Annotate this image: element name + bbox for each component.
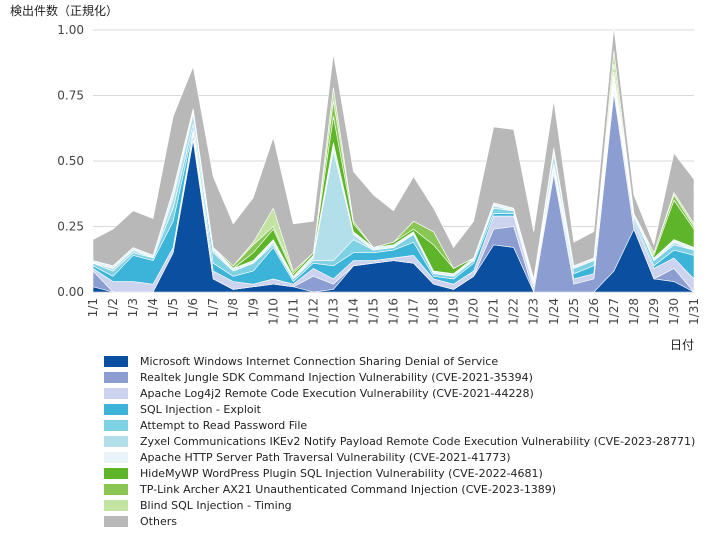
legend-swatch — [104, 355, 128, 367]
legend-item: Zyxel Communications IKEv2 Notify Payloa… — [104, 433, 714, 449]
legend-item: Blind SQL Injection - Timing — [104, 498, 714, 514]
y-tick-label: 0.25 — [57, 220, 84, 234]
legend-swatch — [104, 436, 128, 448]
x-tick-label: 1/31 — [687, 298, 701, 325]
legend-item: TP-Link Archer AX21 Unauthenticated Comm… — [104, 482, 714, 498]
x-tick-label: 1/4 — [146, 298, 160, 317]
legend-swatch — [104, 452, 128, 464]
x-tick-label: 1/21 — [487, 298, 501, 325]
x-tick-label: 1/28 — [627, 298, 641, 325]
legend-label: TP-Link Archer AX21 Unauthenticated Comm… — [140, 483, 557, 497]
x-tick-label: 1/8 — [226, 298, 240, 317]
legend-label: Blind SQL Injection - Timing — [140, 499, 292, 513]
legend: Microsoft Windows Internet Connection Sh… — [104, 353, 714, 530]
legend-label: HideMyWP WordPress Plugin SQL Injection … — [140, 467, 543, 481]
x-tick-label: 1/18 — [427, 298, 441, 325]
legend-item: HideMyWP WordPress Plugin SQL Injection … — [104, 466, 714, 482]
legend-swatch — [104, 500, 128, 512]
y-tick-labels: 0.00 0.25 0.50 0.75 1.00 — [57, 23, 84, 299]
x-tick-label: 1/30 — [667, 298, 681, 325]
legend-label: Apache HTTP Server Path Traversal Vulner… — [140, 451, 511, 465]
legend-item: Attempt to Read Password File — [104, 417, 714, 433]
legend-swatch — [104, 371, 128, 383]
legend-swatch — [104, 387, 128, 399]
y-axis-title: 検出件数（正規化） — [10, 3, 118, 18]
legend-label: Others — [140, 515, 177, 529]
x-tick-label: 1/27 — [607, 298, 621, 325]
x-tick-label: 1/7 — [206, 298, 220, 317]
x-tick-label: 1/6 — [186, 298, 200, 317]
y-tick-label: 1.00 — [57, 23, 84, 37]
legend-label: SQL Injection - Exploit — [140, 402, 261, 416]
legend-item: Others — [104, 514, 714, 530]
x-tick-label: 1/9 — [246, 298, 260, 317]
legend-item: Realtek Jungle SDK Command Injection Vul… — [104, 369, 714, 385]
x-tick-label: 1/11 — [286, 298, 300, 325]
x-tick-label: 1/10 — [266, 298, 280, 325]
legend-label: Apache Log4j2 Remote Code Execution Vuln… — [140, 386, 534, 400]
x-tick-label: 1/12 — [306, 298, 320, 325]
stacked-area-chart: 検出件数（正規化） 0.00 0.25 0.50 0.75 1.00 1/1 1/2 1/3… — [10, 3, 701, 352]
legend-swatch — [104, 468, 128, 480]
x-tick-label: 1/15 — [366, 298, 380, 325]
x-tick-label: 1/22 — [507, 298, 521, 325]
x-tick-label: 1/17 — [407, 298, 421, 325]
legend-swatch — [104, 516, 128, 528]
x-tick-label: 1/19 — [447, 298, 461, 325]
legend-swatch — [104, 403, 128, 415]
legend-item: Apache Log4j2 Remote Code Execution Vuln… — [104, 385, 714, 401]
legend-label: Attempt to Read Password File — [140, 418, 308, 432]
x-tick-label: 1/2 — [106, 298, 120, 317]
legend-swatch — [104, 419, 128, 431]
y-tick-label: 0.00 — [57, 285, 84, 299]
area-series — [92, 27, 695, 293]
x-tick-label: 1/16 — [387, 298, 401, 325]
x-tick-label: 1/3 — [126, 298, 140, 317]
x-tick-label: 1/29 — [647, 298, 661, 325]
y-tick-label: 0.50 — [57, 154, 84, 168]
x-tick-label: 1/1 — [86, 298, 100, 317]
area-series-10 — [92, 27, 695, 279]
x-tick-label: 1/5 — [166, 298, 180, 317]
legend-swatch — [104, 484, 128, 496]
legend-label: Zyxel Communications IKEv2 Notify Payloa… — [140, 435, 696, 449]
y-tick-label: 0.75 — [57, 89, 84, 103]
legend-label: Microsoft Windows Internet Connection Sh… — [140, 354, 499, 368]
x-tick-labels: 1/1 1/2 1/3 1/4 1/5 1/6 1/7 1/8 1/9 1/10 1/11 1/12 1… — [86, 298, 701, 325]
legend-item: Microsoft Windows Internet Connection Sh… — [104, 353, 714, 369]
x-tick-label: 1/25 — [567, 298, 581, 325]
x-tick-label: 1/14 — [346, 298, 360, 325]
legend-item: SQL Injection - Exploit — [104, 401, 714, 417]
legend-label: Realtek Jungle SDK Command Injection Vul… — [140, 370, 533, 384]
legend-item: Apache HTTP Server Path Traversal Vulner… — [104, 450, 714, 466]
x-axis-title: 日付 — [670, 338, 694, 352]
x-tick-label: 1/24 — [547, 298, 561, 325]
x-tick-label: 1/20 — [467, 298, 481, 325]
x-tick-label: 1/13 — [326, 298, 340, 325]
x-tick-label: 1/26 — [587, 298, 601, 325]
x-tick-label: 1/23 — [527, 298, 541, 325]
